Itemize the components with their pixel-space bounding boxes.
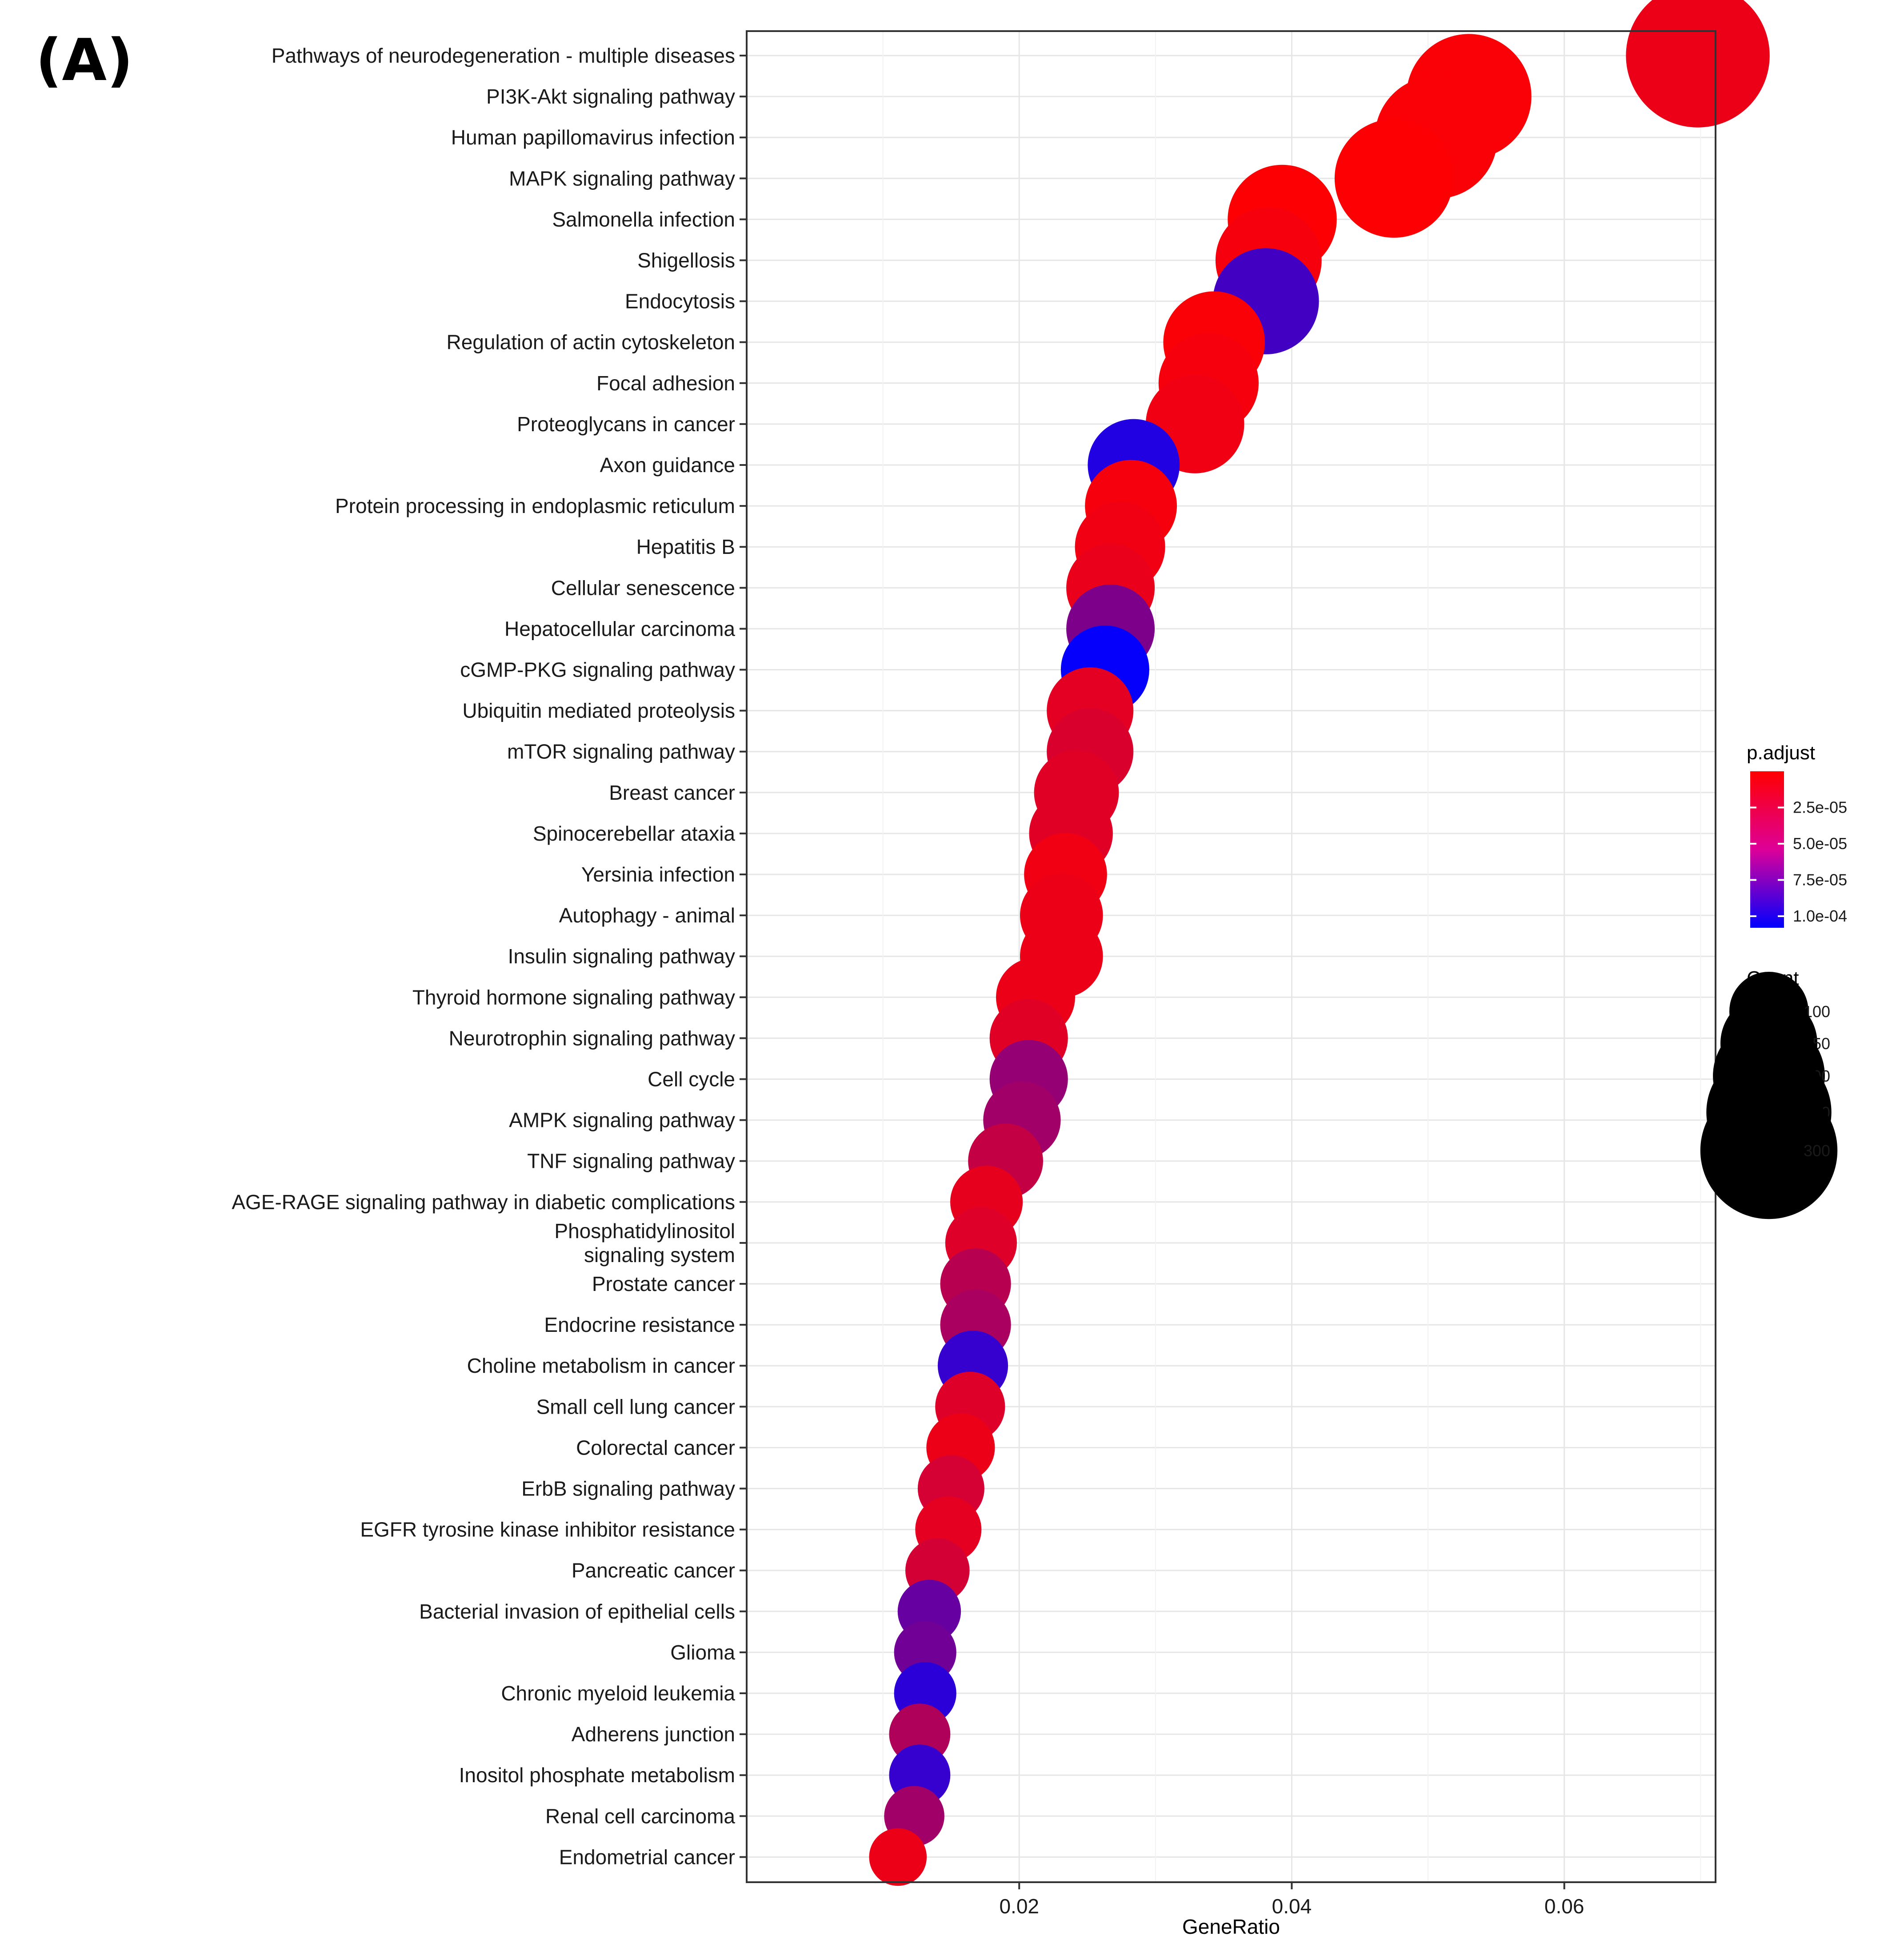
y-tick-label: Pancreatic cancer xyxy=(572,1559,735,1582)
y-tick-label: Proteoglycans in cancer xyxy=(517,413,735,436)
y-tick-label: EGFR tyrosine kinase inhibitor resistanc… xyxy=(360,1518,735,1541)
y-tick-label: Hepatitis B xyxy=(636,535,735,558)
size-legend-label: 300 xyxy=(1804,1142,1830,1160)
color-legend-title: p.adjust xyxy=(1747,742,1815,764)
y-tick-label: Phosphatidylinositol signaling system xyxy=(554,1219,735,1267)
y-tick-label: Regulation of actin cytoskeleton xyxy=(446,331,735,354)
y-tick-label: PI3K-Akt signaling pathway xyxy=(486,85,735,108)
y-tick-label: Endometrial cancer xyxy=(559,1845,735,1868)
x-tick-label: 0.02 xyxy=(999,1895,1039,1918)
y-tick-label: Chronic myeloid leukemia xyxy=(501,1682,735,1705)
color-legend-bar xyxy=(1750,771,1784,928)
color-legend-tick-label: 1.0e-04 xyxy=(1793,907,1847,925)
y-tick-label: Hepatocellular carcinoma xyxy=(504,617,735,640)
y-tick-label: Endocytosis xyxy=(625,290,735,313)
x-tick-label: 0.06 xyxy=(1544,1895,1584,1918)
color-legend-tick-label: 2.5e-05 xyxy=(1793,798,1847,816)
x-tick-label: 0.04 xyxy=(1272,1895,1312,1918)
x-axis-ticks: 0.02 0.04 0.06 xyxy=(999,1882,1584,1918)
color-legend: p.adjust 2.5e-05 5.0e-05 7.5e-05 1.0e-04 xyxy=(1747,742,1847,928)
y-tick-label: Spinocerebellar ataxia xyxy=(533,822,736,845)
y-tick-label: Autophagy - animal xyxy=(559,904,735,927)
y-tick-label: Glioma xyxy=(670,1641,735,1664)
y-tick-label: Human papillomavirus infection xyxy=(451,126,735,149)
size-legend: Count 100150200250300 xyxy=(1700,967,1838,1219)
y-tick-label: mTOR signaling pathway xyxy=(507,740,735,763)
data-point xyxy=(1334,119,1453,238)
y-tick-label: Focal adhesion xyxy=(596,372,735,395)
y-tick-label: Inositol phosphate metabolism xyxy=(459,1764,735,1787)
y-tick-label: Axon guidance xyxy=(600,453,735,477)
y-tick-label: Breast cancer xyxy=(609,781,735,804)
y-tick-label: TNF signaling pathway xyxy=(527,1150,735,1173)
y-tick-label: Cellular senescence xyxy=(551,576,735,599)
y-tick-label: Adherens junction xyxy=(572,1723,735,1746)
y-tick-label: Small cell lung cancer xyxy=(536,1395,735,1418)
y-tick-label: Shigellosis xyxy=(637,249,735,272)
y-axis-ticks: Pathways of neurodegeneration - multiple… xyxy=(232,44,747,1868)
y-tick-label: Endocrine resistance xyxy=(544,1313,735,1336)
size-legend-dot xyxy=(1700,1082,1838,1219)
y-tick-label: Renal cell carcinoma xyxy=(545,1804,735,1828)
y-tick-label: Bacterial invasion of epithelial cells xyxy=(419,1600,735,1623)
panel-label: (A) xyxy=(36,26,133,94)
color-legend-tick-label: 5.0e-05 xyxy=(1793,834,1847,853)
y-tick-label: Pathways of neurodegeneration - multiple… xyxy=(272,44,735,67)
y-tick-label: Cell cycle xyxy=(648,1068,735,1091)
y-tick-label: Colorectal cancer xyxy=(576,1436,735,1459)
y-tick-label: Prostate cancer xyxy=(592,1272,735,1295)
data-points xyxy=(869,0,1770,1886)
y-tick-label: MAPK signaling pathway xyxy=(509,167,735,190)
y-tick-label: Choline metabolism in cancer xyxy=(467,1354,735,1377)
y-tick-label: AMPK signaling pathway xyxy=(509,1109,735,1132)
y-tick-label: AGE-RAGE signaling pathway in diabetic c… xyxy=(232,1190,735,1214)
y-tick-label: cGMP-PKG signaling pathway xyxy=(460,658,735,681)
y-tick-label: Salmonella infection xyxy=(552,208,735,231)
y-tick-label: Protein processing in endoplasmic reticu… xyxy=(335,494,735,517)
y-tick-label: Thyroid hormone signaling pathway xyxy=(412,986,735,1009)
data-point xyxy=(869,1828,927,1886)
y-tick-label: Yersinia infection xyxy=(581,863,735,886)
x-axis-label: GeneRatio xyxy=(1182,1915,1280,1938)
y-tick-label: ErbB signaling pathway xyxy=(521,1477,735,1500)
y-tick-label: Insulin signaling pathway xyxy=(508,945,735,968)
y-tick-label: Neurotrophin signaling pathway xyxy=(449,1026,735,1050)
y-tick-label: Ubiquitin mediated proteolysis xyxy=(462,699,735,722)
color-legend-tick-label: 7.5e-05 xyxy=(1793,870,1847,889)
